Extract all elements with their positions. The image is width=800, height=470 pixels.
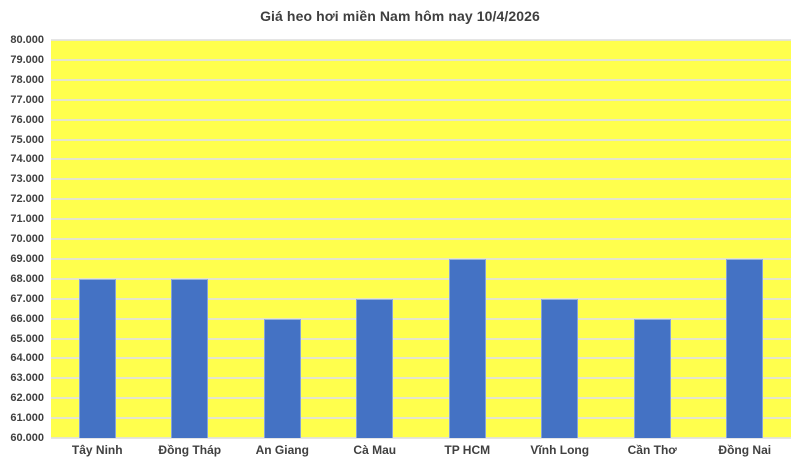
x-tick-label: TP HCM — [444, 443, 491, 457]
y-tick-label: 75.000 — [10, 133, 44, 146]
y-tick-label: 68.000 — [10, 272, 44, 285]
x-tick-label: An Giang — [255, 443, 309, 457]
gridline — [51, 357, 791, 360]
y-tick-label: 61.000 — [10, 412, 44, 425]
bar-TP HCM — [448, 258, 486, 438]
y-tick-label: 62.000 — [10, 392, 44, 405]
gridline — [51, 377, 791, 380]
x-tick-label: Đồng Nai — [718, 443, 772, 457]
gridline — [51, 218, 791, 221]
bar-Tây Ninh — [78, 278, 116, 438]
gridline — [51, 39, 791, 41]
y-tick-label: 72.000 — [10, 193, 44, 206]
gridline — [51, 58, 791, 61]
y-axis: 80.000 79.000 78.000 77.000 76.000 75.000 74.0… — [0, 35, 44, 444]
gridline — [51, 138, 791, 141]
y-tick-label: 78.000 — [10, 73, 44, 86]
y-tick-label: 64.000 — [10, 352, 44, 365]
gridline — [51, 98, 791, 101]
gridline — [51, 297, 791, 300]
y-tick-label: 76.000 — [10, 113, 44, 126]
gridline — [51, 158, 791, 161]
x-tick-label: Tây Ninh — [71, 443, 123, 457]
gridline — [51, 397, 791, 400]
bar-Vĩnh Long — [541, 298, 579, 438]
y-tick-label: 71.000 — [10, 213, 44, 226]
x-tick-label: Đồng Tháp — [158, 443, 222, 457]
gridline — [51, 198, 791, 201]
plot-area — [51, 39, 791, 439]
gridline — [51, 277, 791, 280]
y-tick-label: 66.000 — [10, 312, 44, 325]
bar-Đồng Tháp — [171, 278, 209, 438]
y-tick-label: 69.000 — [10, 252, 44, 265]
y-tick-label: 73.000 — [10, 173, 44, 186]
bar-Cần Thơ — [633, 318, 671, 438]
y-tick-label: 60.000 — [10, 432, 44, 444]
x-tick-label: Cần Thơ — [627, 443, 677, 457]
y-tick-label: 70.000 — [10, 233, 44, 245]
bar-Đồng Nai — [726, 258, 764, 438]
gridline — [51, 437, 791, 439]
y-tick-label: 74.000 — [10, 153, 44, 166]
y-tick-label: 77.000 — [10, 93, 44, 106]
y-tick-label: 80.000 — [10, 34, 44, 46]
gridline — [51, 417, 791, 420]
gridline — [51, 337, 791, 340]
gridline — [51, 257, 791, 260]
gridline — [51, 78, 791, 81]
y-tick-label: 63.000 — [10, 372, 44, 385]
gridline — [51, 238, 791, 240]
y-tick-label: 67.000 — [10, 292, 44, 305]
x-tick-label: Cà Mau — [353, 443, 397, 457]
gridline — [51, 317, 791, 320]
x-tick-label: Vĩnh Long — [530, 443, 590, 457]
x-axis: Tây Ninh Đồng Tháp An Giang Cà Mau TP HCM Vĩn… — [51, 443, 791, 463]
y-tick-label: 65.000 — [10, 332, 44, 345]
chart-title: Giá heo hơi miền Nam hôm nay 10/4/2026 — [260, 8, 540, 24]
y-tick-label: 79.000 — [10, 53, 44, 66]
gridline — [51, 178, 791, 181]
bar-An Giang — [263, 318, 301, 438]
bar-Cà Mau — [356, 298, 394, 438]
gridline — [51, 118, 791, 121]
